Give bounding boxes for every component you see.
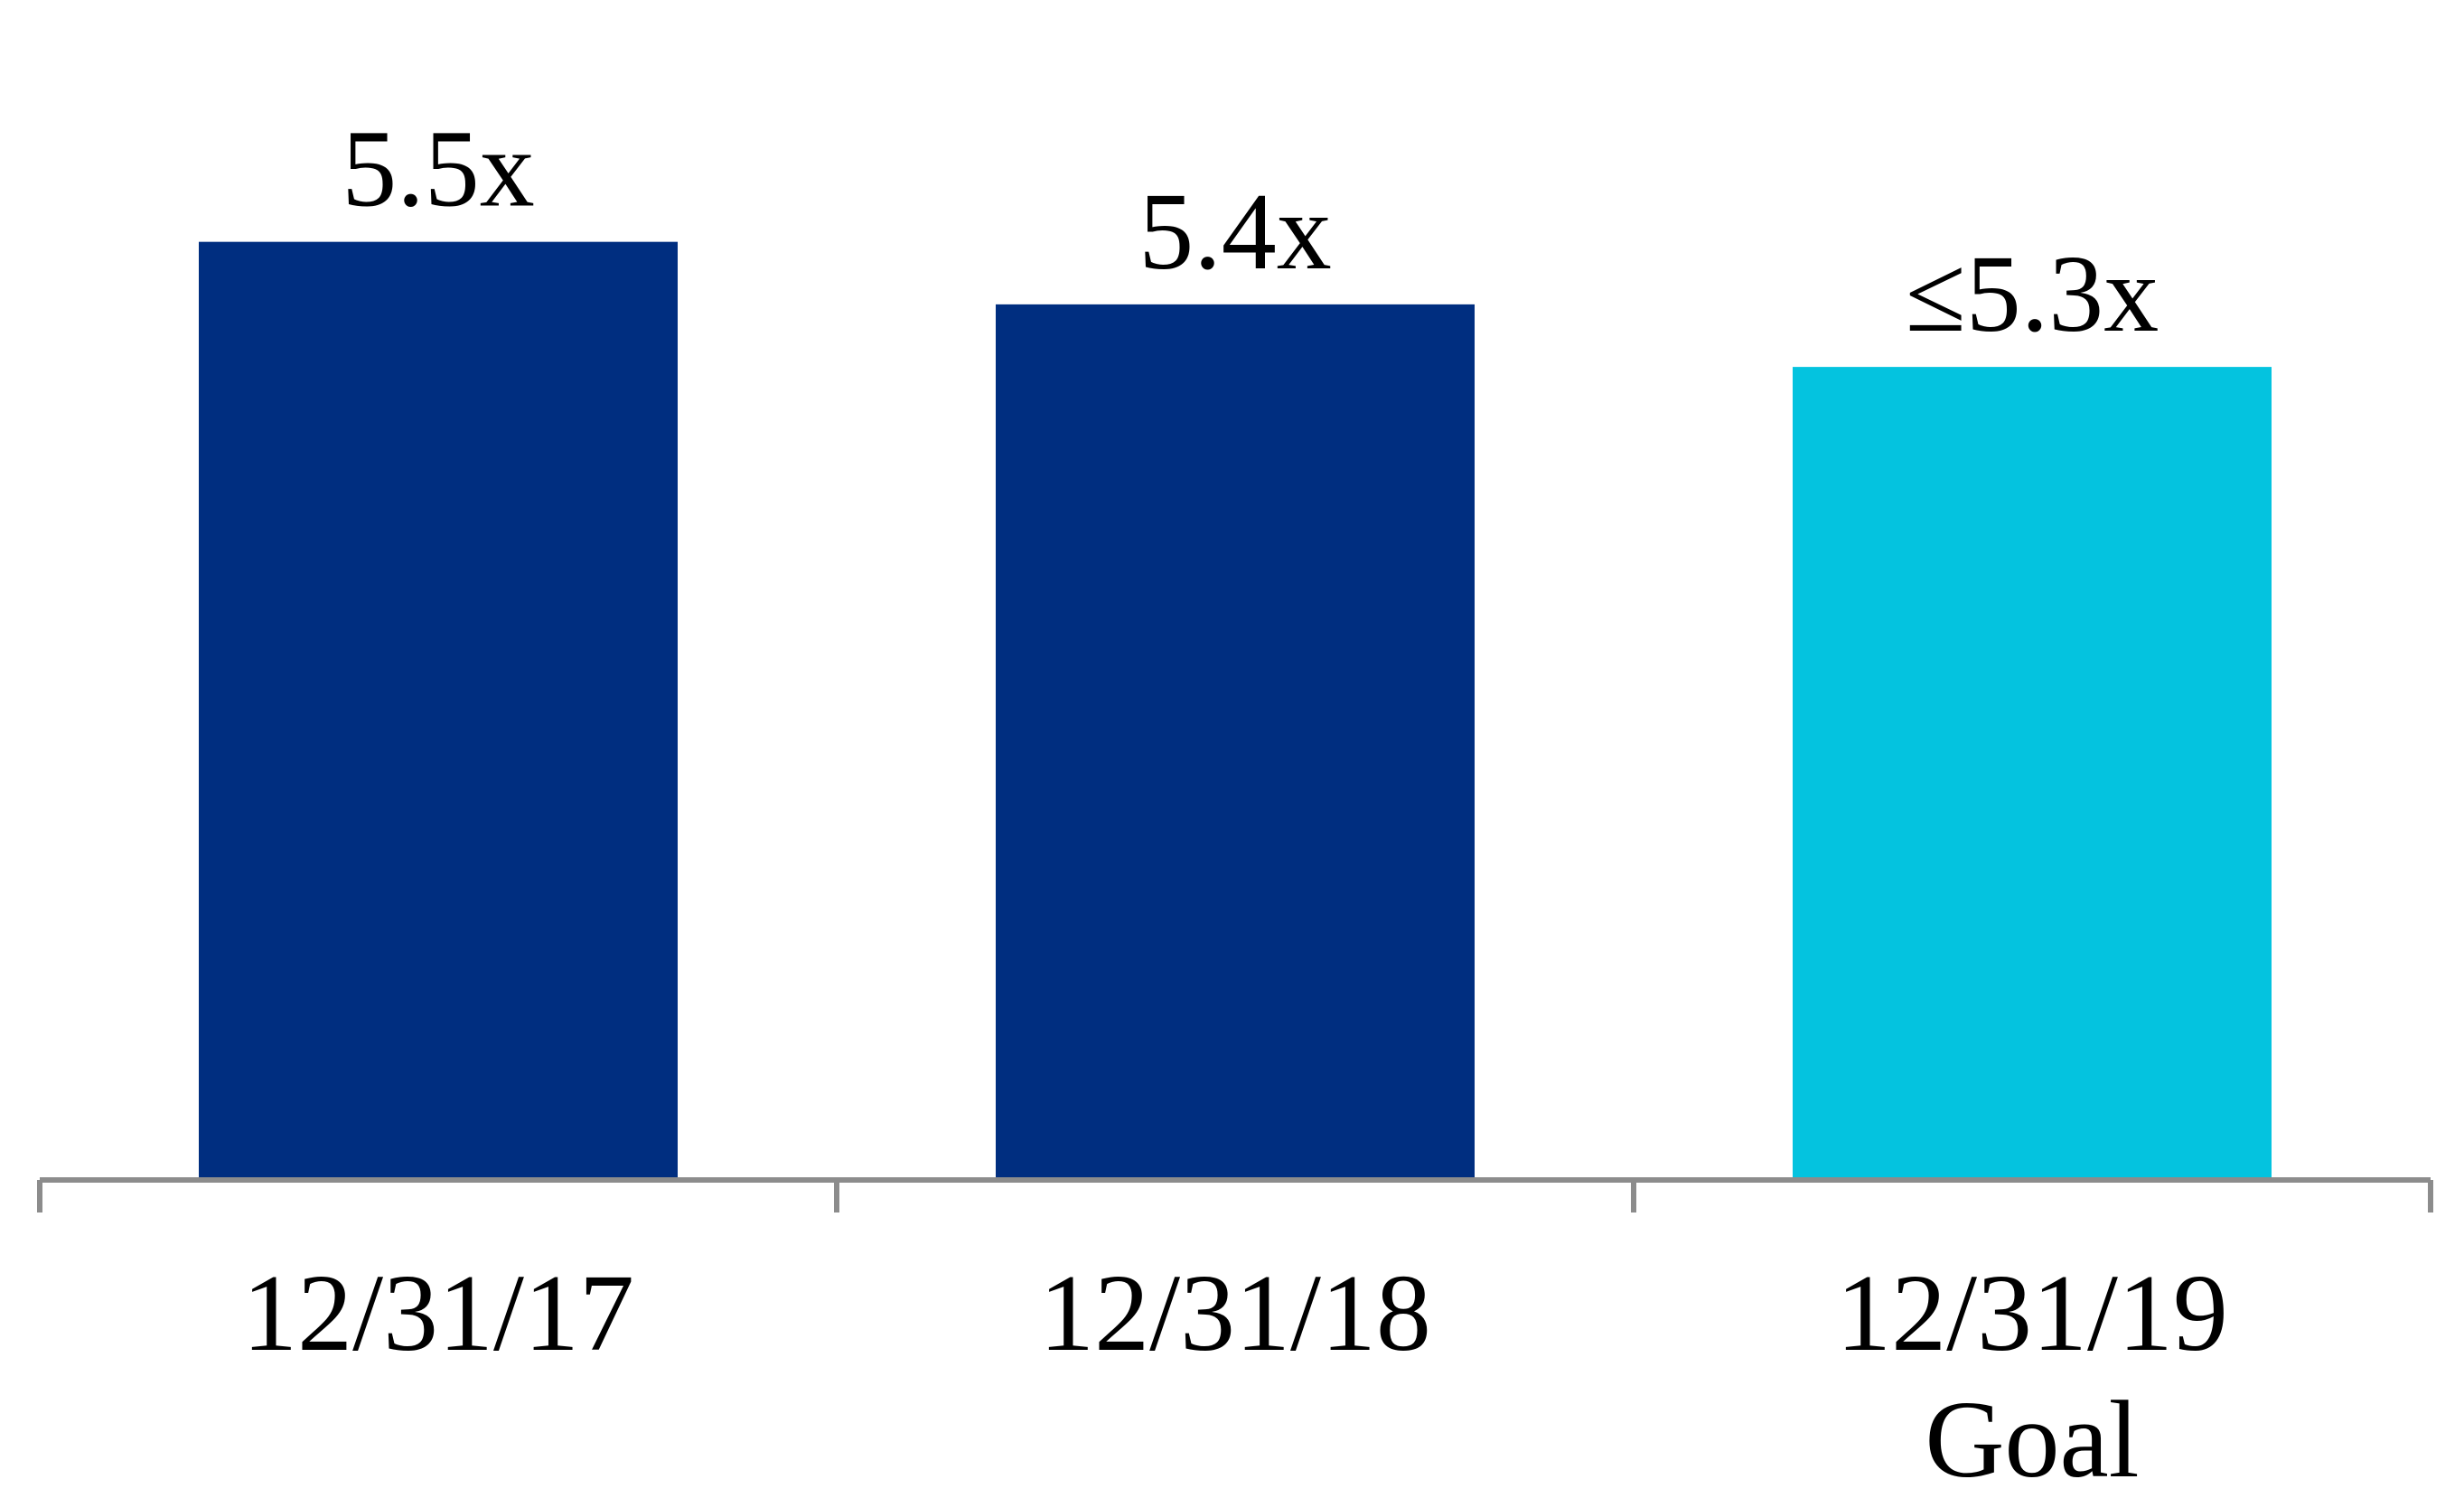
- data-label-3: ≤5.3x: [1906, 233, 2159, 355]
- data-label-2: 5.4x: [1138, 171, 1332, 293]
- bars-group: [199, 241, 2272, 1181]
- x-tick-label-1-line-1: 12/31/17: [242, 1252, 634, 1374]
- x-tick-label-3-line-1: 12/31/19: [1836, 1252, 2228, 1374]
- x-axis: [37, 1177, 2433, 1212]
- bar-1: [199, 241, 678, 1181]
- data-label-1: 5.5x: [342, 108, 535, 230]
- x-tick-label-2: 12/31/18: [1039, 1252, 1431, 1374]
- x-tick-label-2-line-1: 12/31/18: [1039, 1252, 1431, 1374]
- x-tick-label-3-line-2: Goal: [1925, 1379, 2139, 1498]
- x-tick-label-1: 12/31/17: [242, 1252, 634, 1374]
- bar-3: [1793, 367, 2272, 1181]
- data-labels-group: 5.5x 5.4x ≤5.3x: [342, 108, 2159, 355]
- x-tick-label-3: 12/31/19 Goal: [1836, 1252, 2228, 1498]
- bar-2: [996, 304, 1475, 1180]
- x-tick-labels-group: 12/31/17 12/31/18 12/31/19 Goal: [242, 1252, 2228, 1498]
